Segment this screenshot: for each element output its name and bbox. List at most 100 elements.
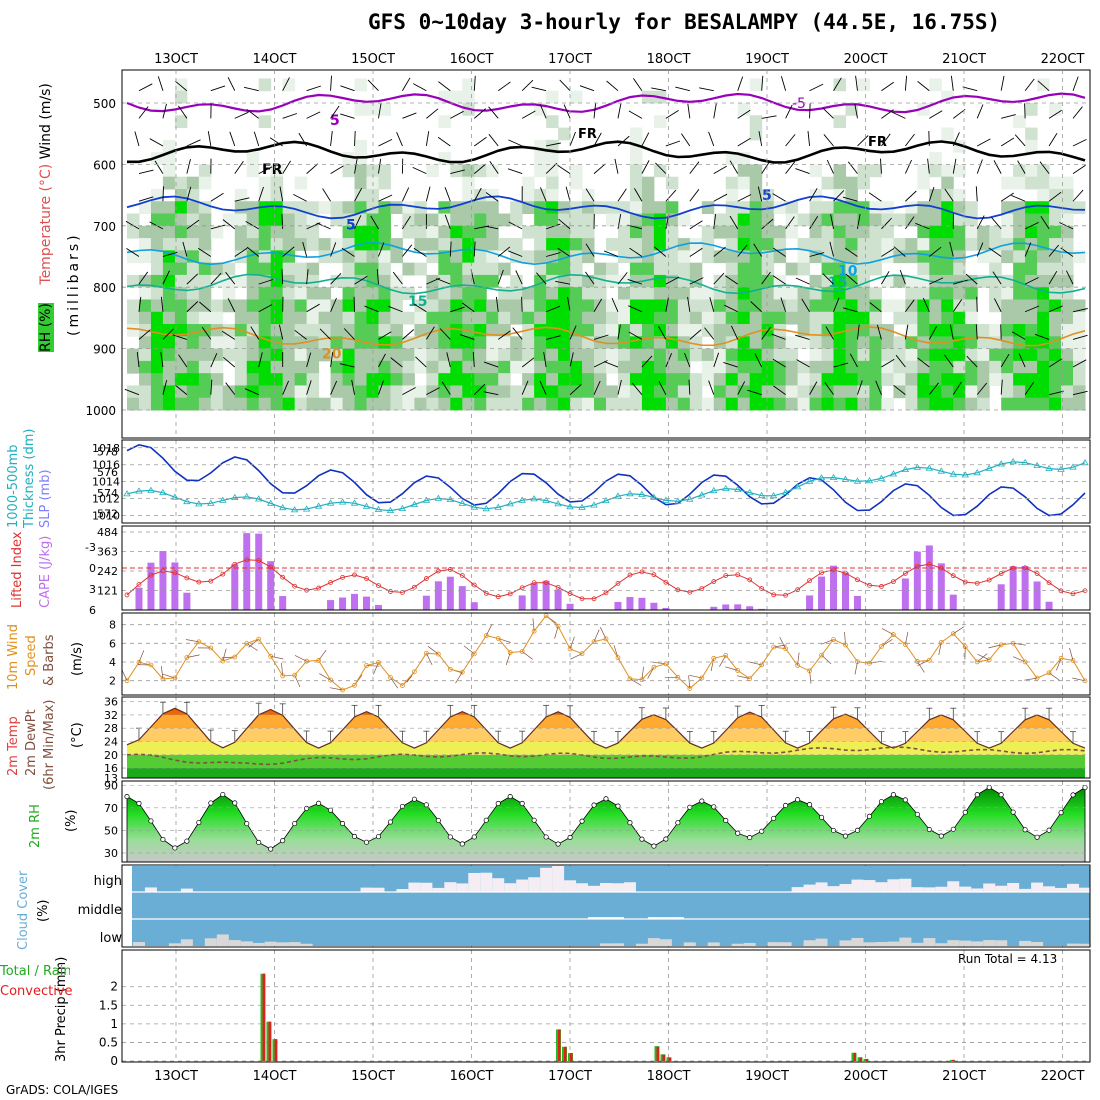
rh-cell [474, 164, 487, 178]
rh-cell [809, 274, 823, 288]
wind10-barb [688, 675, 691, 689]
wind-barb [378, 242, 385, 257]
cloud-low-bar [1031, 941, 1044, 946]
rh-cell [1025, 373, 1038, 386]
wind-barb [258, 166, 273, 175]
wind-barb [330, 75, 332, 91]
wind-barb [993, 298, 1002, 312]
rh-cell [282, 225, 296, 239]
rh-cell [294, 213, 308, 227]
rh-cell [294, 311, 308, 325]
wind-barb [426, 387, 440, 396]
rh-cell [546, 373, 559, 386]
wind-barb [965, 273, 978, 285]
cape-bar [171, 562, 179, 610]
cloud-low-bar [971, 941, 984, 946]
rh-cell [1025, 324, 1038, 337]
rh-cell [162, 164, 176, 178]
wind-barb [617, 214, 622, 229]
rh-cell [558, 360, 571, 374]
cloud-low-bar [995, 940, 1008, 946]
thickness-marker [781, 488, 790, 495]
rh-marker [723, 817, 729, 824]
wind-barb [546, 252, 561, 257]
rh-cell [653, 360, 667, 374]
rh-cell [845, 176, 858, 190]
isotherm-label: FR [262, 162, 283, 178]
rh-cell [138, 373, 152, 386]
rh-cell [162, 225, 176, 239]
rh-cell [462, 397, 475, 411]
rh-cell [402, 348, 415, 362]
rh-cell [378, 225, 391, 239]
rh-marker [663, 836, 669, 842]
rh-cell [665, 250, 679, 264]
wind-barb [927, 158, 930, 174]
rh-cell [677, 299, 691, 313]
rh-marker [807, 802, 813, 808]
rh-cell [1037, 225, 1050, 239]
rh-cell [737, 274, 751, 288]
rh-cell [450, 213, 463, 227]
thickness-tick-label: 578 [97, 445, 118, 458]
rh-cell [294, 225, 308, 239]
rh-cell [653, 397, 667, 411]
rh-cell [186, 385, 200, 399]
wind-barb [826, 159, 834, 174]
rh-cell [270, 238, 284, 251]
rh-cell [234, 348, 248, 362]
cape-bar [470, 602, 478, 610]
wind-barb [617, 272, 628, 285]
rh-cell [366, 238, 379, 251]
rh-cell [677, 348, 691, 362]
rh-cell [234, 225, 248, 239]
rh-cell [749, 201, 763, 215]
rh-marker [1070, 792, 1076, 798]
rh-cell [821, 311, 835, 325]
rh-cell [725, 201, 739, 215]
cape-bar [243, 533, 251, 610]
wind-barb [253, 131, 260, 147]
rh-cell [953, 213, 966, 227]
rh-cell [414, 360, 427, 374]
wind-barb [809, 216, 819, 230]
rh-cell [617, 324, 631, 337]
rh-cell [594, 360, 607, 374]
wind-barb [809, 103, 811, 119]
rh-cell [1025, 385, 1038, 399]
temp-tick-label: 20 [104, 749, 118, 762]
cape-bar [830, 565, 838, 610]
rh-cell [426, 250, 439, 264]
rh-cell [486, 238, 499, 251]
rh-cell [665, 348, 679, 362]
rh-tick-label: 50 [104, 824, 118, 837]
rh-cell [378, 274, 391, 288]
cloud-low-bar [815, 938, 828, 946]
rh-cell [162, 262, 176, 276]
thickness-marker [314, 502, 323, 509]
cloud-high-bar [492, 878, 505, 892]
rh-cell [127, 385, 140, 399]
wind-barb [830, 214, 834, 229]
rh-cell [582, 299, 595, 313]
rh-cell [162, 201, 176, 215]
rh-cell [534, 397, 547, 411]
wind-barb [446, 352, 451, 368]
rh-cell [390, 274, 403, 288]
rh-cell [558, 348, 571, 362]
rh-cell [462, 336, 475, 350]
rh-cell [929, 299, 942, 313]
rh-cell [821, 336, 835, 350]
rh-cell [977, 373, 990, 386]
rh-marker [902, 797, 908, 803]
wind-barb [855, 75, 858, 91]
wind-barb [178, 354, 188, 368]
rh-cell [186, 238, 200, 251]
wind-barb [689, 329, 702, 340]
cloud-low-bar [1019, 940, 1032, 946]
rh-cell [845, 250, 858, 264]
wind-barb [341, 247, 355, 257]
rh-cell [426, 348, 439, 362]
rh-cell [486, 225, 499, 239]
rh-marker [136, 800, 142, 806]
